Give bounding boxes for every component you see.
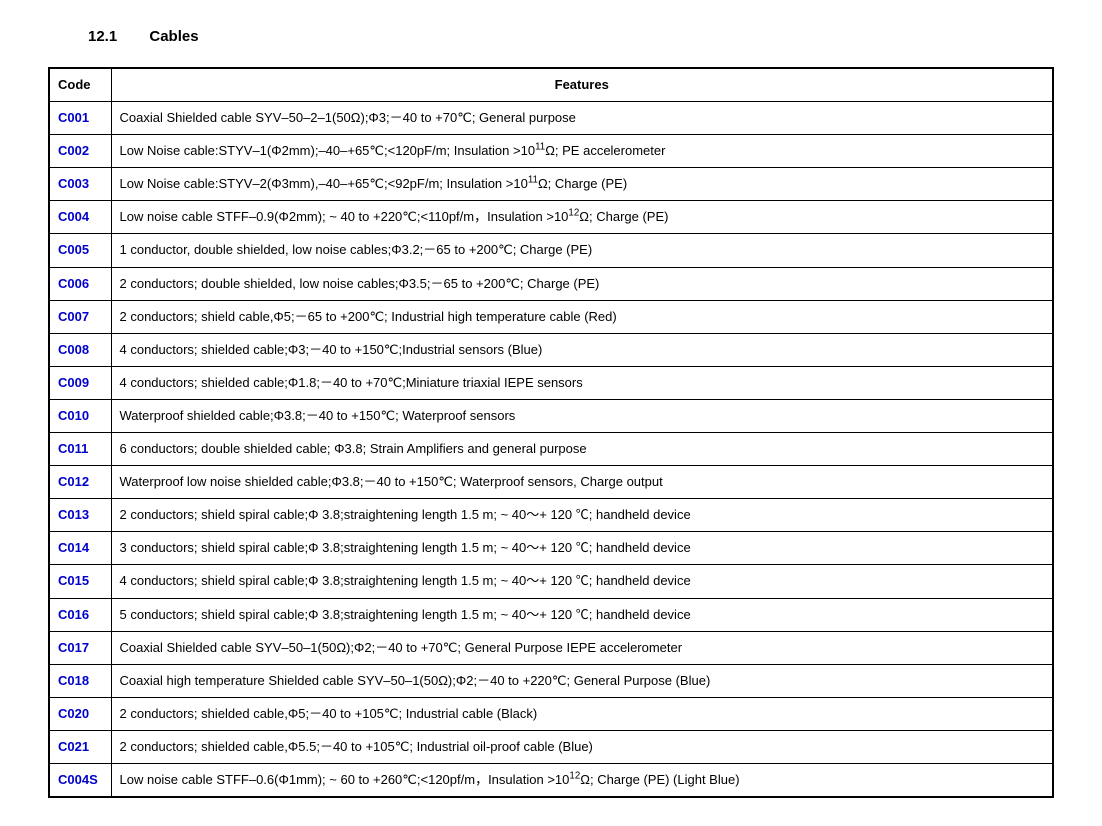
code-cell: C015 — [49, 565, 111, 598]
section-heading: 12.1 Cables — [88, 28, 1054, 45]
table-row: C017Coaxial Shielded cable SYV–50–1(50Ω)… — [49, 631, 1053, 664]
col-header-features: Features — [111, 68, 1053, 102]
features-cell: 4 conductors; shield spiral cable;Φ 3.8;… — [111, 565, 1053, 598]
table-body: C001Coaxial Shielded cable SYV–50–2–1(50… — [49, 102, 1053, 797]
code-cell: C002 — [49, 135, 111, 168]
code-cell: C005 — [49, 234, 111, 267]
cables-table: Code Features C001Coaxial Shielded cable… — [48, 67, 1054, 798]
features-cell: 6 conductors; double shielded cable; Φ3.… — [111, 433, 1053, 466]
code-cell: C003 — [49, 168, 111, 201]
table-row: C018Coaxial high temperature Shielded ca… — [49, 664, 1053, 697]
code-cell: C017 — [49, 631, 111, 664]
features-cell: 2 conductors; shield spiral cable;Φ 3.8;… — [111, 499, 1053, 532]
table-row: C0154 conductors; shield spiral cable;Φ … — [49, 565, 1053, 598]
code-cell: C016 — [49, 598, 111, 631]
code-cell: C004S — [49, 763, 111, 797]
table-row: C0143 conductors; shield spiral cable;Φ … — [49, 532, 1053, 565]
table-row: C002Low Noise cable:STYV–1(Φ2mm);–40–+65… — [49, 135, 1053, 168]
table-row: C0165 conductors; shield spiral cable;Φ … — [49, 598, 1053, 631]
features-cell: 2 conductors; shielded cable,Φ5.5;－40 to… — [111, 730, 1053, 763]
code-cell: C014 — [49, 532, 111, 565]
features-cell: Coaxial Shielded cable SYV–50–2–1(50Ω);Φ… — [111, 102, 1053, 135]
features-cell: Low noise cable STFF–0.6(Φ1mm); ~ 60 to … — [111, 763, 1053, 797]
col-header-code: Code — [49, 68, 111, 102]
features-cell: Coaxial high temperature Shielded cable … — [111, 664, 1053, 697]
features-cell: 2 conductors; shielded cable,Φ5;－40 to +… — [111, 697, 1053, 730]
table-row: C0051 conductor, double shielded, low no… — [49, 234, 1053, 267]
features-cell: 2 conductors; double shielded, low noise… — [111, 267, 1053, 300]
features-cell: Waterproof low noise shielded cable;Φ3.8… — [111, 466, 1053, 499]
code-cell: C007 — [49, 300, 111, 333]
table-row: C0084 conductors; shielded cable;Φ3;－40 … — [49, 333, 1053, 366]
code-cell: C004 — [49, 201, 111, 234]
features-cell: 3 conductors; shield spiral cable;Φ 3.8;… — [111, 532, 1053, 565]
table-row: C004SLow noise cable STFF–0.6(Φ1mm); ~ 6… — [49, 763, 1053, 797]
code-cell: C018 — [49, 664, 111, 697]
table-row: C003Low Noise cable:STYV–2(Φ3mm),–40–+65… — [49, 168, 1053, 201]
code-cell: C008 — [49, 333, 111, 366]
table-row: C0072 conductors; shield cable,Φ5;－65 to… — [49, 300, 1053, 333]
table-row: C010Waterproof shielded cable;Φ3.8;－40 t… — [49, 399, 1053, 432]
table-row: C012Waterproof low noise shielded cable;… — [49, 466, 1053, 499]
code-cell: C009 — [49, 366, 111, 399]
code-cell: C020 — [49, 697, 111, 730]
features-cell: Low Noise cable:STYV–1(Φ2mm);–40–+65℃;<1… — [111, 135, 1053, 168]
table-row: C001Coaxial Shielded cable SYV–50–2–1(50… — [49, 102, 1053, 135]
features-cell: Coaxial Shielded cable SYV–50–1(50Ω);Φ2;… — [111, 631, 1053, 664]
table-row: C0116 conductors; double shielded cable;… — [49, 433, 1053, 466]
table-header: Code Features — [49, 68, 1053, 102]
table-row: C0062 conductors; double shielded, low n… — [49, 267, 1053, 300]
features-cell: Low Noise cable:STYV–2(Φ3mm),–40–+65℃;<9… — [111, 168, 1053, 201]
table-header-row: Code Features — [49, 68, 1053, 102]
table-row: C0132 conductors; shield spiral cable;Φ … — [49, 499, 1053, 532]
features-cell: 4 conductors; shielded cable;Φ1.8;－40 to… — [111, 366, 1053, 399]
section-number: 12.1 — [88, 28, 117, 45]
table-row: C0212 conductors; shielded cable,Φ5.5;－4… — [49, 730, 1053, 763]
table-row: C004Low noise cable STFF–0.9(Φ2mm); ~ 40… — [49, 201, 1053, 234]
features-cell: 1 conductor, double shielded, low noise … — [111, 234, 1053, 267]
table-row: C0094 conductors; shielded cable;Φ1.8;－4… — [49, 366, 1053, 399]
code-cell: C006 — [49, 267, 111, 300]
features-cell: 5 conductors; shield spiral cable;Φ 3.8;… — [111, 598, 1053, 631]
features-cell: Low noise cable STFF–0.9(Φ2mm); ~ 40 to … — [111, 201, 1053, 234]
table-row: C0202 conductors; shielded cable,Φ5;－40 … — [49, 697, 1053, 730]
code-cell: C011 — [49, 433, 111, 466]
features-cell: 4 conductors; shielded cable;Φ3;－40 to +… — [111, 333, 1053, 366]
features-cell: 2 conductors; shield cable,Φ5;－65 to +20… — [111, 300, 1053, 333]
code-cell: C013 — [49, 499, 111, 532]
code-cell: C021 — [49, 730, 111, 763]
code-cell: C010 — [49, 399, 111, 432]
section-title: Cables — [149, 28, 198, 45]
code-cell: C001 — [49, 102, 111, 135]
code-cell: C012 — [49, 466, 111, 499]
features-cell: Waterproof shielded cable;Φ3.8;－40 to +1… — [111, 399, 1053, 432]
